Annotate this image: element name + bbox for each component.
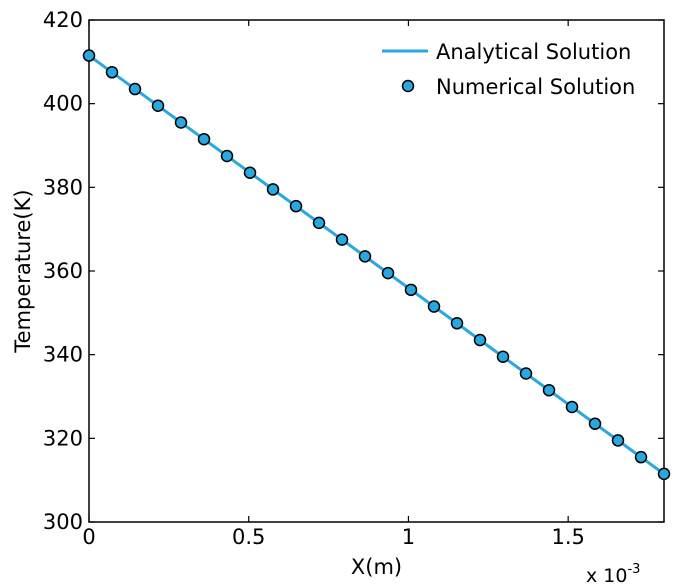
series-layer	[82, 49, 671, 481]
y-axis-label: Temperature(K)	[11, 189, 35, 353]
y-axis: 300 320 340 360 380 400 420	[43, 8, 664, 534]
legend-marker-swatch	[401, 79, 415, 93]
y-tick-label: 320	[43, 426, 83, 450]
numerical-solution-point	[427, 300, 441, 313]
numerical-solution-point	[266, 183, 280, 196]
legend: Analytical Solution Numerical Solution	[382, 40, 635, 99]
numerical-solution-point	[588, 417, 602, 430]
y-tick-label: 360	[43, 259, 83, 283]
x-multiplier-exponent: -3	[627, 562, 640, 577]
x-multiplier-base: x 10	[586, 565, 627, 587]
x-tick-label: 1	[402, 525, 415, 549]
numerical-solution-point	[220, 149, 234, 163]
numerical-solution-point	[174, 116, 188, 129]
x-tick-label: 1.5	[551, 525, 584, 549]
numerical-solution-point	[496, 350, 510, 364]
numerical-solution-point	[519, 367, 533, 380]
x-axis-label: X(m)	[351, 555, 402, 579]
numerical-solution-point	[105, 66, 119, 79]
numerical-solution-point	[473, 333, 487, 347]
y-tick-label: 400	[43, 92, 83, 116]
legend-label-numerical: Numerical Solution	[436, 75, 635, 99]
legend-label-analytical: Analytical Solution	[436, 40, 631, 64]
numerical-solution-point	[611, 434, 625, 447]
x-tick-label: 0.5	[232, 525, 265, 549]
x-axis: 0 0.5 1 1.5	[82, 20, 585, 549]
numerical-solution-point	[82, 49, 96, 62]
y-tick-label: 380	[43, 175, 83, 199]
numerical-solution-point	[197, 132, 211, 146]
numerical-solution-point	[243, 166, 257, 179]
x-axis-multiplier: x 10-3	[586, 562, 640, 587]
numerical-solution-point	[404, 283, 418, 297]
numerical-solution-point	[657, 467, 671, 481]
numerical-solution-point	[634, 450, 648, 464]
x-tick-label: 0	[82, 525, 95, 549]
numerical-solution-point	[289, 199, 303, 213]
y-tick-label: 420	[43, 8, 83, 32]
numerical-solution-point	[450, 317, 464, 330]
numerical-solution-point	[312, 216, 326, 230]
y-tick-label: 340	[43, 343, 83, 367]
y-tick-label: 300	[43, 510, 83, 534]
numerical-solution-point	[381, 266, 395, 280]
analytical-solution-line	[88, 54, 665, 476]
numerical-solution-point	[151, 99, 165, 113]
numerical-solution-point	[542, 383, 556, 397]
numerical-solution-point	[128, 82, 142, 96]
numerical-solution-point	[335, 233, 349, 246]
numerical-solution-point	[358, 250, 372, 263]
numerical-solution-point	[565, 400, 579, 414]
